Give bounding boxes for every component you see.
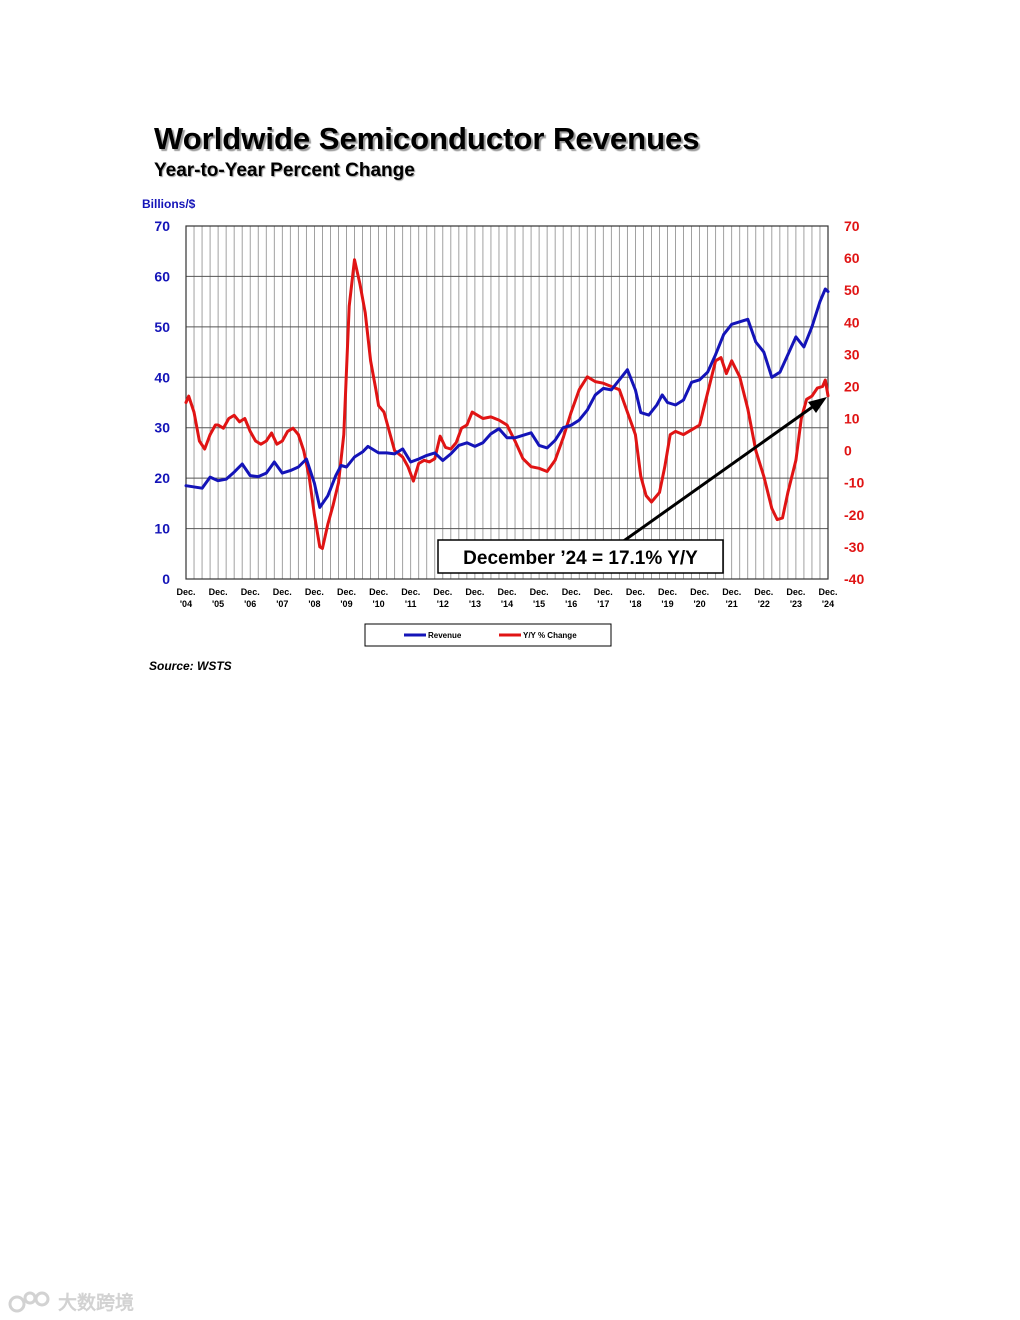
x-axis-tick-label: '21 — [726, 599, 738, 609]
source-note: Source: WSTS — [149, 659, 232, 673]
chart-series — [184, 258, 830, 550]
left-axis-tick-label: 60 — [154, 268, 170, 284]
x-axis-tick-label: '23 — [790, 599, 802, 609]
chart-gridlines — [185, 225, 829, 580]
right-axis-tick-label: -10 — [844, 475, 864, 491]
x-axis-tick-label: '15 — [533, 599, 545, 609]
x-axis-tick-label: Dec. — [241, 587, 260, 597]
callout-arrowhead — [808, 397, 827, 413]
x-axis-tick-label: '11 — [405, 599, 417, 609]
x-axis-tick-label: Dec. — [658, 587, 677, 597]
x-axis-tick-label: '18 — [629, 599, 641, 609]
x-axis-tick-label: Dec. — [722, 587, 741, 597]
x-axis-tick-label: '22 — [758, 599, 770, 609]
watermark: 大数跨境 — [8, 1288, 134, 1315]
x-axis-tick-label: Dec. — [176, 587, 195, 597]
x-axis-tick-label: Dec. — [209, 587, 228, 597]
x-axis-tick-label: Dec. — [401, 587, 420, 597]
right-axis-tick-label: -40 — [844, 571, 864, 587]
x-axis-tick-label: '06 — [244, 599, 256, 609]
x-axis-tick-label: '07 — [276, 599, 288, 609]
x-axis-tick-label: '08 — [308, 599, 320, 609]
x-axis-tick-label: Dec. — [273, 587, 292, 597]
chart-title: Worldwide Semiconductor Revenues — [154, 121, 700, 156]
annotation-callout: December ’24 = 17.1% Y/Y — [437, 397, 827, 574]
left-axis-title: Billions/$ — [142, 197, 196, 211]
x-axis-tick-label: Dec. — [690, 587, 709, 597]
x-axis-tick-label: Dec. — [594, 587, 613, 597]
left-axis-tick-label: 20 — [154, 470, 170, 486]
x-axis-tick-label: Dec. — [305, 587, 324, 597]
right-axis-tick-label: 50 — [844, 282, 860, 298]
yoy-change-series-line — [184, 258, 830, 550]
watermark-logo-icon — [8, 1291, 50, 1312]
x-axis-tick-label: Dec. — [433, 587, 452, 597]
x-axis-tick-label: '13 — [469, 599, 481, 609]
x-axis-tick-label: Dec. — [497, 587, 516, 597]
x-axis-tick-label: Dec. — [369, 587, 388, 597]
right-axis-tick-label: -20 — [844, 507, 864, 523]
x-axis-tick-label: Dec. — [562, 587, 581, 597]
x-axis-tick-label: Dec. — [465, 587, 484, 597]
x-axis-tick-label: '04 — [180, 599, 192, 609]
x-axis-tick-label: '05 — [212, 599, 224, 609]
semiconductor-revenue-chart: 0 10 20 30 40 50 60 70 -40 -30 -20 -10 0 10 20 30 40 50 60… — [142, 197, 864, 647]
chart-subtitle: Year-to-Year Percent Change — [154, 160, 415, 181]
legend-revenue-label: Revenue — [428, 631, 462, 640]
legend-yoy-label: Y/Y % Change — [523, 631, 577, 640]
right-axis-tick-label: -30 — [844, 539, 864, 555]
right-axis-tick-label: 30 — [844, 346, 860, 362]
x-axis-tick-label: '20 — [694, 599, 706, 609]
right-axis-tick-label: 70 — [844, 218, 860, 234]
right-axis-tick-label: 10 — [844, 411, 860, 427]
chart-axes: 0 10 20 30 40 50 60 70 -40 -30 -20 -10 0 10 20 30 40 50 60… — [154, 218, 864, 609]
x-axis-tick-label: '14 — [501, 599, 513, 609]
right-axis-tick-label: 20 — [844, 378, 860, 394]
x-axis-tick-label: '24 — [822, 599, 834, 609]
x-axis-tick-label: Dec. — [754, 587, 773, 597]
left-axis-tick-label: 30 — [154, 420, 170, 436]
callout-box — [437, 539, 724, 574]
right-axis-tick-label: 60 — [844, 250, 860, 266]
chart-legend: Revenue Y/Y % Change — [364, 623, 612, 647]
x-axis-tick-label: Dec. — [786, 587, 805, 597]
x-axis-tick-label: '10 — [373, 599, 385, 609]
right-axis-tick-label: 0 — [844, 443, 852, 459]
revenue-series-line — [184, 287, 830, 509]
left-axis-tick-label: 70 — [154, 218, 170, 234]
legend-box — [364, 623, 612, 647]
x-axis-tick-label: Dec. — [818, 587, 837, 597]
x-axis-tick-label: Dec. — [337, 587, 356, 597]
x-axis-tick-label: '19 — [661, 599, 673, 609]
x-axis-tick-label: '16 — [565, 599, 577, 609]
x-axis-tick-label: '12 — [437, 599, 449, 609]
x-axis-tick-label: Dec. — [530, 587, 549, 597]
x-axis-tick-label: '17 — [597, 599, 609, 609]
left-axis-tick-label: 50 — [154, 319, 170, 335]
watermark-text: 大数跨境 — [58, 1292, 135, 1314]
left-axis-tick-label: 10 — [154, 521, 170, 537]
x-axis-tick-label: '09 — [340, 599, 352, 609]
right-axis-tick-label: 40 — [844, 314, 860, 330]
callout-text: December ’24 = 17.1% Y/Y — [463, 548, 698, 569]
left-axis-tick-label: 0 — [162, 571, 170, 587]
x-axis-tick-label: Dec. — [626, 587, 645, 597]
callout-arrow-line — [617, 401, 819, 547]
left-axis-tick-label: 40 — [154, 369, 170, 385]
